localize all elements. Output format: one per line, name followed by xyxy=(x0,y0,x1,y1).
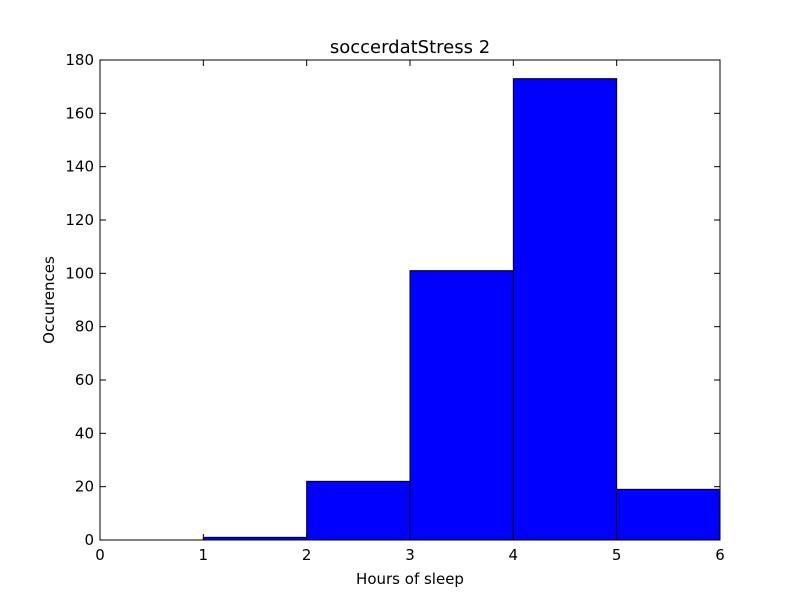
y-axis-label: Occurences xyxy=(40,256,58,344)
x-tick-label-1: 1 xyxy=(199,546,209,564)
x-tick-label-3: 3 xyxy=(405,546,415,564)
chart-title: soccerdatStress 2 xyxy=(330,37,490,58)
x-axis-label: Hours of sleep xyxy=(356,570,464,588)
y-tick-label-4: 80 xyxy=(75,318,94,336)
bar-bin-3 xyxy=(409,270,514,541)
bar-bin-5 xyxy=(616,488,721,541)
y-tick-label-1: 20 xyxy=(75,478,94,496)
x-tick-label-2: 2 xyxy=(302,546,312,564)
plot-area-frame xyxy=(99,59,721,541)
y-tick-label-5: 100 xyxy=(65,264,94,282)
y-tick-label-6: 120 xyxy=(65,211,94,229)
y-tick-label-7: 140 xyxy=(65,158,94,176)
y-tick-label-3: 60 xyxy=(75,371,94,389)
y-tick-label-8: 160 xyxy=(65,104,94,122)
y-tick-label-0: 0 xyxy=(84,531,94,549)
y-tick-label-2: 40 xyxy=(75,424,94,442)
x-tick-label-6: 6 xyxy=(715,546,725,564)
bars-group xyxy=(202,78,721,541)
bar-bin-2 xyxy=(306,480,411,541)
x-tick-label-5: 5 xyxy=(612,546,622,564)
x-tick-label-0: 0 xyxy=(95,546,105,564)
bar-bin-4 xyxy=(512,78,618,541)
y-tick-label-9: 180 xyxy=(65,51,94,69)
x-tick-label-4: 4 xyxy=(509,546,519,564)
